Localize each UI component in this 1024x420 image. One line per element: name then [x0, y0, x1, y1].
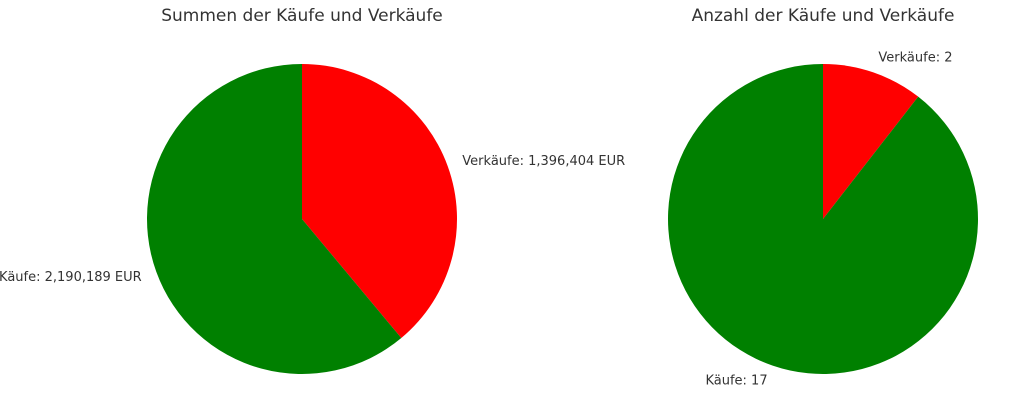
pie-counts-slices	[668, 64, 979, 374]
pie-counts-labels: Verkäufe: 2 Käufe: 17	[705, 51, 952, 389]
pie-sums-labels: Verkäufe: 1,396,404 EUR Käufe: 2,190,189 …	[0, 154, 625, 285]
chart-title-counts: Anzahl der Käufe und Verkäufe	[692, 6, 955, 26]
slice-label-counts-0: Verkäufe: 2	[878, 51, 952, 66]
chart-title-sums: Summen der Käufe und Verkäufe	[161, 6, 443, 26]
slice-label-sums-1: Käufe: 2,190,189 EUR	[0, 270, 142, 285]
pie-slice-sums-0	[302, 64, 458, 339]
slice-label-counts-1: Käufe: 17	[705, 373, 767, 388]
pie-slice-sums-1	[147, 64, 402, 374]
pie-chart-sums: Summen der Käufe und Verkäufe Verkäufe: …	[0, 6, 625, 374]
pie-chart-counts: Anzahl der Käufe und Verkäufe Verkäufe: …	[668, 6, 979, 389]
pie-sums-slices	[147, 64, 458, 374]
pie-slice-counts-1	[668, 64, 979, 374]
slice-label-sums-0: Verkäufe: 1,396,404 EUR	[462, 154, 625, 169]
pie-slice-counts-0	[823, 64, 919, 219]
